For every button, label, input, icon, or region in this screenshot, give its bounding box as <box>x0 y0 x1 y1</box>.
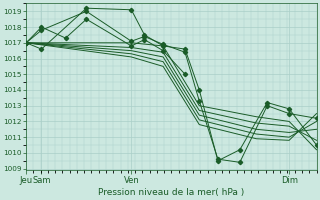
X-axis label: Pression niveau de la mer( hPa ): Pression niveau de la mer( hPa ) <box>98 188 244 197</box>
